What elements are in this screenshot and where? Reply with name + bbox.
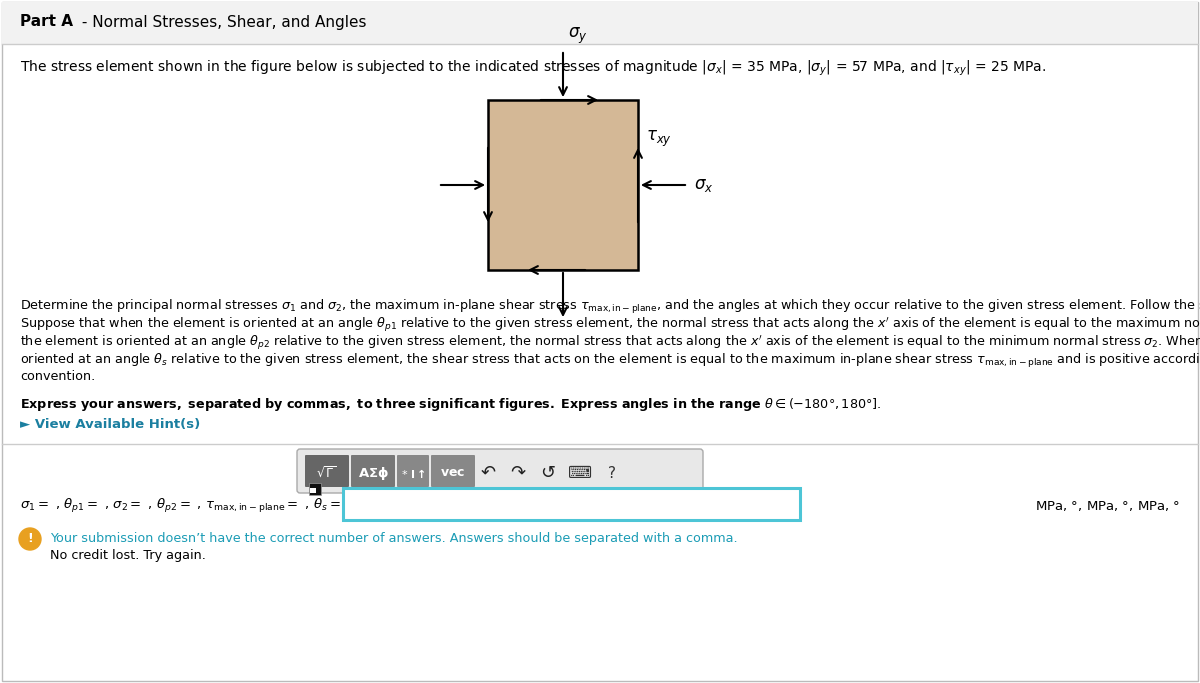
Text: oriented at an angle $\theta_s$ relative to the given stress element, the shear : oriented at an angle $\theta_s$ relative… (20, 352, 1200, 370)
FancyBboxPatch shape (305, 455, 349, 487)
Text: $\mathbf{Express\ your\ answers,\ separated\ by\ commas,\ to\ three\ significant: $\mathbf{Express\ your\ answers,\ separa… (20, 396, 881, 413)
FancyBboxPatch shape (397, 455, 430, 487)
Text: No credit lost. Try again.: No credit lost. Try again. (50, 549, 206, 562)
Text: MPa, $°$, MPa, $°$, MPa, $°$: MPa, $°$, MPa, $°$, MPa, $°$ (1034, 499, 1180, 513)
Text: ► View Available Hint(s): ► View Available Hint(s) (20, 418, 200, 431)
FancyBboxPatch shape (431, 455, 475, 487)
Bar (310, 483, 322, 495)
Text: ↺: ↺ (540, 464, 556, 482)
Bar (310, 488, 316, 493)
Text: Determine the principal normal stresses $\sigma_1$ and $\sigma_2$, the maximum i: Determine the principal normal stresses … (20, 298, 1200, 316)
Text: $\mathbf{vec}$: $\mathbf{vec}$ (440, 466, 466, 479)
Text: ↶: ↶ (480, 464, 496, 482)
Text: $\sigma_x$: $\sigma_x$ (694, 176, 714, 194)
Bar (343, 488, 800, 520)
Text: !: ! (28, 533, 32, 546)
Bar (2, 2, 1198, 44)
Text: $\sqrt{\Gamma}$: $\sqrt{\Gamma}$ (316, 465, 336, 481)
Text: the element is oriented at an angle $\theta_{p2}$ relative to the given stress e: the element is oriented at an angle $\th… (20, 334, 1200, 352)
Text: Your submission doesn’t have the correct number of answers. Answers should be se: Your submission doesn’t have the correct… (50, 532, 738, 545)
Text: $\mathbf{A\Sigma\phi}$: $\mathbf{A\Sigma\phi}$ (358, 464, 389, 482)
Text: $\tau_{xy}$: $\tau_{xy}$ (646, 129, 672, 149)
Text: $\sigma_1 = $ , $\theta_{p1} = $ , $\sigma_2 = $ , $\theta_{p2} = $ , $\tau_{\ma: $\sigma_1 = $ , $\theta_{p1} = $ , $\sig… (20, 497, 341, 515)
Circle shape (19, 528, 41, 550)
Text: The stress element shown in the figure below is subjected to the indicated stres: The stress element shown in the figure b… (20, 58, 1046, 78)
Text: ?: ? (608, 466, 616, 481)
Text: convention.: convention. (20, 370, 95, 383)
Text: ↷: ↷ (510, 464, 526, 482)
Text: $\sigma_y$: $\sigma_y$ (568, 26, 588, 46)
Text: Suppose that when the element is oriented at an angle $\theta_{p1}$ relative to : Suppose that when the element is oriente… (20, 316, 1200, 335)
Text: - Normal Stresses, Shear, and Angles: - Normal Stresses, Shear, and Angles (77, 14, 366, 29)
Text: ⌨: ⌨ (568, 464, 592, 482)
FancyBboxPatch shape (298, 449, 703, 493)
Text: Part A: Part A (20, 14, 73, 29)
Bar (488, 100, 638, 270)
Text: $*\ \mathbf{I\uparrow}$: $*\ \mathbf{I\uparrow}$ (401, 466, 425, 479)
FancyBboxPatch shape (352, 455, 395, 487)
